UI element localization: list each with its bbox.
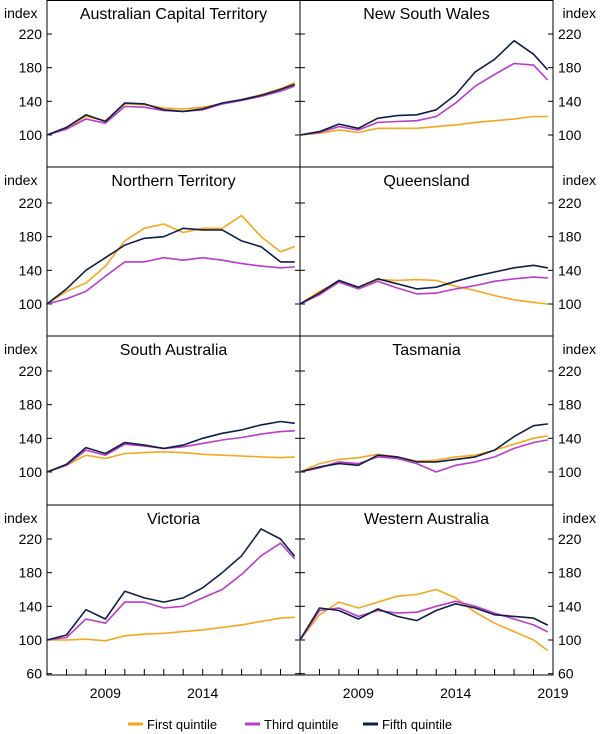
series-line-first-quintile [299, 115, 549, 136]
y-tick-label-right: 220 [558, 363, 582, 379]
y-tick-label-left: 140 [19, 262, 43, 278]
panel-title: Queensland [383, 173, 469, 190]
y-tick-label-left: 60 [26, 666, 42, 682]
x-tick-label: 2009 [343, 685, 374, 701]
series-line-fifth-quintile [299, 602, 549, 641]
y-tick-label-right: 220 [558, 531, 582, 547]
y-tick-label-right: 100 [558, 127, 582, 143]
y-tick-label-right: 180 [558, 565, 582, 581]
y-tick-label-right: 180 [558, 229, 582, 245]
x-tick-label: 2019 [537, 685, 568, 701]
series-line-first-quintile [46, 214, 296, 305]
series-line-first-quintile [299, 434, 549, 473]
y-tick-label-left: 220 [19, 26, 43, 42]
series-line-first-quintile [46, 82, 296, 136]
y-tick-label-left: 140 [19, 598, 43, 614]
y-unit-label-left: index [4, 510, 37, 526]
series-line-fifth-quintile [46, 83, 296, 136]
y-tick-label-right: 180 [558, 60, 582, 76]
series-line-first-quintile [46, 450, 296, 473]
series-line-third-quintile [46, 429, 296, 473]
y-tick-label-left: 220 [19, 531, 43, 547]
panel-title: Tasmania [392, 342, 461, 359]
series-line-fifth-quintile [46, 528, 296, 641]
panel-title: Victoria [147, 511, 200, 528]
y-tick-label-left: 180 [19, 565, 43, 581]
legend-label: Fifth quintile [382, 717, 452, 732]
series-line-first-quintile [46, 616, 296, 642]
series-line-third-quintile [299, 62, 549, 136]
y-unit-label-right: index [563, 172, 596, 188]
y-unit-label-right: index [563, 510, 596, 526]
series-line-fifth-quintile [46, 420, 296, 473]
series-line-third-quintile [299, 600, 549, 641]
y-tick-label-right: 220 [558, 195, 582, 211]
y-tick-label-right: 220 [558, 26, 582, 42]
y-unit-label-left: index [4, 172, 37, 188]
panel-title: South Australia [120, 342, 228, 359]
y-tick-label-right: 140 [558, 93, 582, 109]
series-line-first-quintile [299, 588, 549, 651]
y-unit-label-right: index [563, 5, 596, 21]
series-line-third-quintile [299, 276, 549, 305]
y-tick-label-left: 180 [19, 397, 43, 413]
y-tick-label-left: 220 [19, 363, 43, 379]
legend-label: Third quintile [264, 717, 338, 732]
y-tick-label-left: 180 [19, 60, 43, 76]
y-tick-label-left: 140 [19, 430, 43, 446]
y-unit-label-right: index [563, 341, 596, 357]
y-tick-label-left: 100 [19, 464, 43, 480]
y-tick-label-left: 180 [19, 229, 43, 245]
panel-title: Australian Capital Territory [80, 6, 267, 23]
legend-label: First quintile [147, 717, 217, 732]
x-tick-label: 2009 [90, 685, 121, 701]
y-tick-label-left: 100 [19, 296, 43, 312]
y-tick-label-left: 140 [19, 93, 43, 109]
y-tick-label-right: 100 [558, 296, 582, 312]
series-line-fifth-quintile [299, 39, 549, 136]
panel-title: New South Wales [363, 6, 490, 23]
series-line-fifth-quintile [299, 423, 549, 473]
x-tick-label: 2014 [187, 685, 218, 701]
y-tick-label-right: 100 [558, 632, 582, 648]
panel-title: Northern Territory [111, 173, 235, 190]
y-tick-label-right: 180 [558, 397, 582, 413]
series-line-fifth-quintile [299, 264, 549, 305]
y-tick-label-right: 140 [558, 598, 582, 614]
y-tick-label-right: 100 [558, 464, 582, 480]
y-tick-label-right: 140 [558, 430, 582, 446]
y-tick-label-right: 60 [558, 666, 574, 682]
y-tick-label-right: 140 [558, 262, 582, 278]
y-unit-label-left: index [4, 5, 37, 21]
panel-title: Western Australia [364, 511, 489, 528]
series-line-fifth-quintile [46, 227, 296, 305]
series-line-third-quintile [46, 542, 296, 641]
y-tick-label-left: 100 [19, 632, 43, 648]
series-line-third-quintile [46, 256, 296, 305]
x-tick-label: 2014 [440, 685, 471, 701]
series-line-third-quintile [299, 439, 549, 473]
y-tick-label-left: 220 [19, 195, 43, 211]
y-tick-label-left: 100 [19, 127, 43, 143]
y-unit-label-left: index [4, 341, 37, 357]
